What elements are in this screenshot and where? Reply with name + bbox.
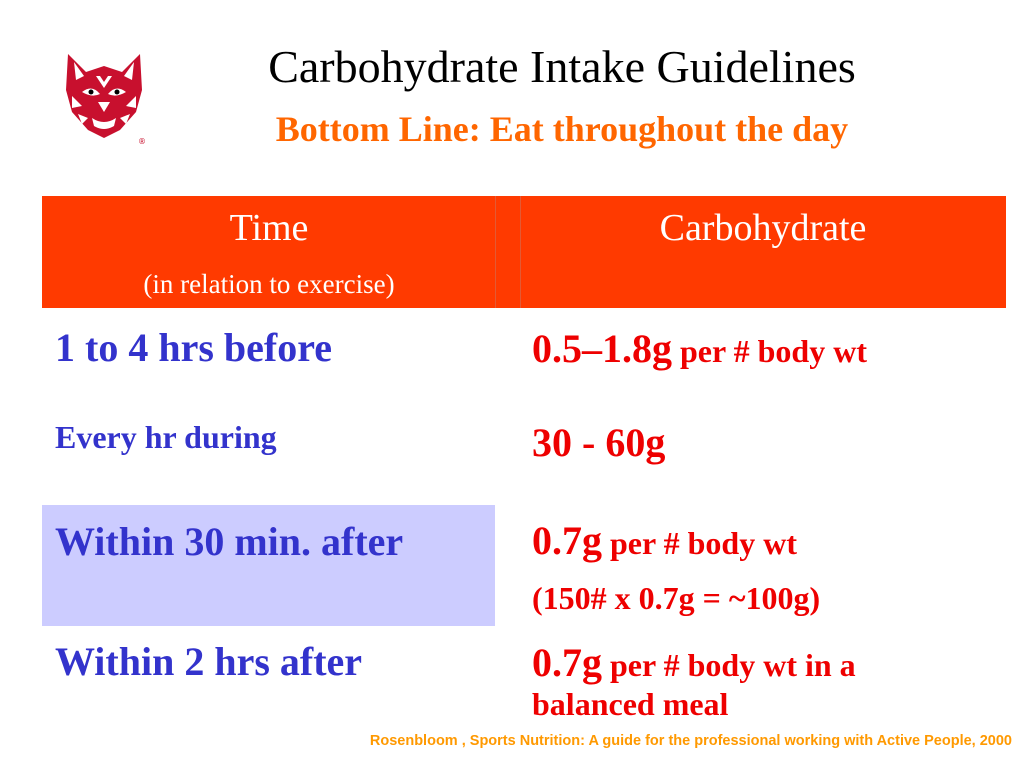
carb-amount: 0.7g [532,518,602,563]
carb-amount: 0.5–1.8g [532,326,672,371]
carb-unit: per # body wt [672,333,867,369]
header-time-subtitle: (in relation to exercise) [143,269,395,299]
table-row-time: Within 30 min. after [55,519,404,564]
table-row-time: Every hr during [55,419,277,455]
carb-amount: 0.7g [532,640,602,685]
table-row-carbohydrate: 0.5–1.8g per # body wt [532,326,867,372]
header-divider [495,196,496,308]
header-time: Time [229,207,309,249]
header-divider [520,196,521,308]
table-row-carbohydrate: 30 - 60g [532,420,666,465]
table-row-carbohydrate: 0.7g per # body wt in a balanced meal [532,640,982,723]
table-header-row [42,196,1006,308]
page-title: Carbohydrate Intake Guidelines [268,41,856,92]
table-row-time: Within 2 hrs after [55,639,363,684]
svg-text:®: ® [138,137,146,146]
citation-footer: Rosenbloom , Sports Nutrition: A guide f… [369,733,1012,749]
carb-unit: per # body wt in a balanced meal [532,647,856,722]
wildcat-logo-icon: ® [58,46,150,146]
carb-unit: per # body wt [602,525,797,561]
table-row-time: 1 to 4 hrs before [55,325,332,370]
header-carbohydrate: Carbohydrate [659,207,867,249]
table-row-carbohydrate: 0.7g per # body wt [532,518,797,564]
row-highlight [42,505,495,626]
page-subtitle: Bottom Line: Eat throughout the day [275,109,849,149]
carb-note: (150# x 0.7g = ~100g) [532,580,821,616]
